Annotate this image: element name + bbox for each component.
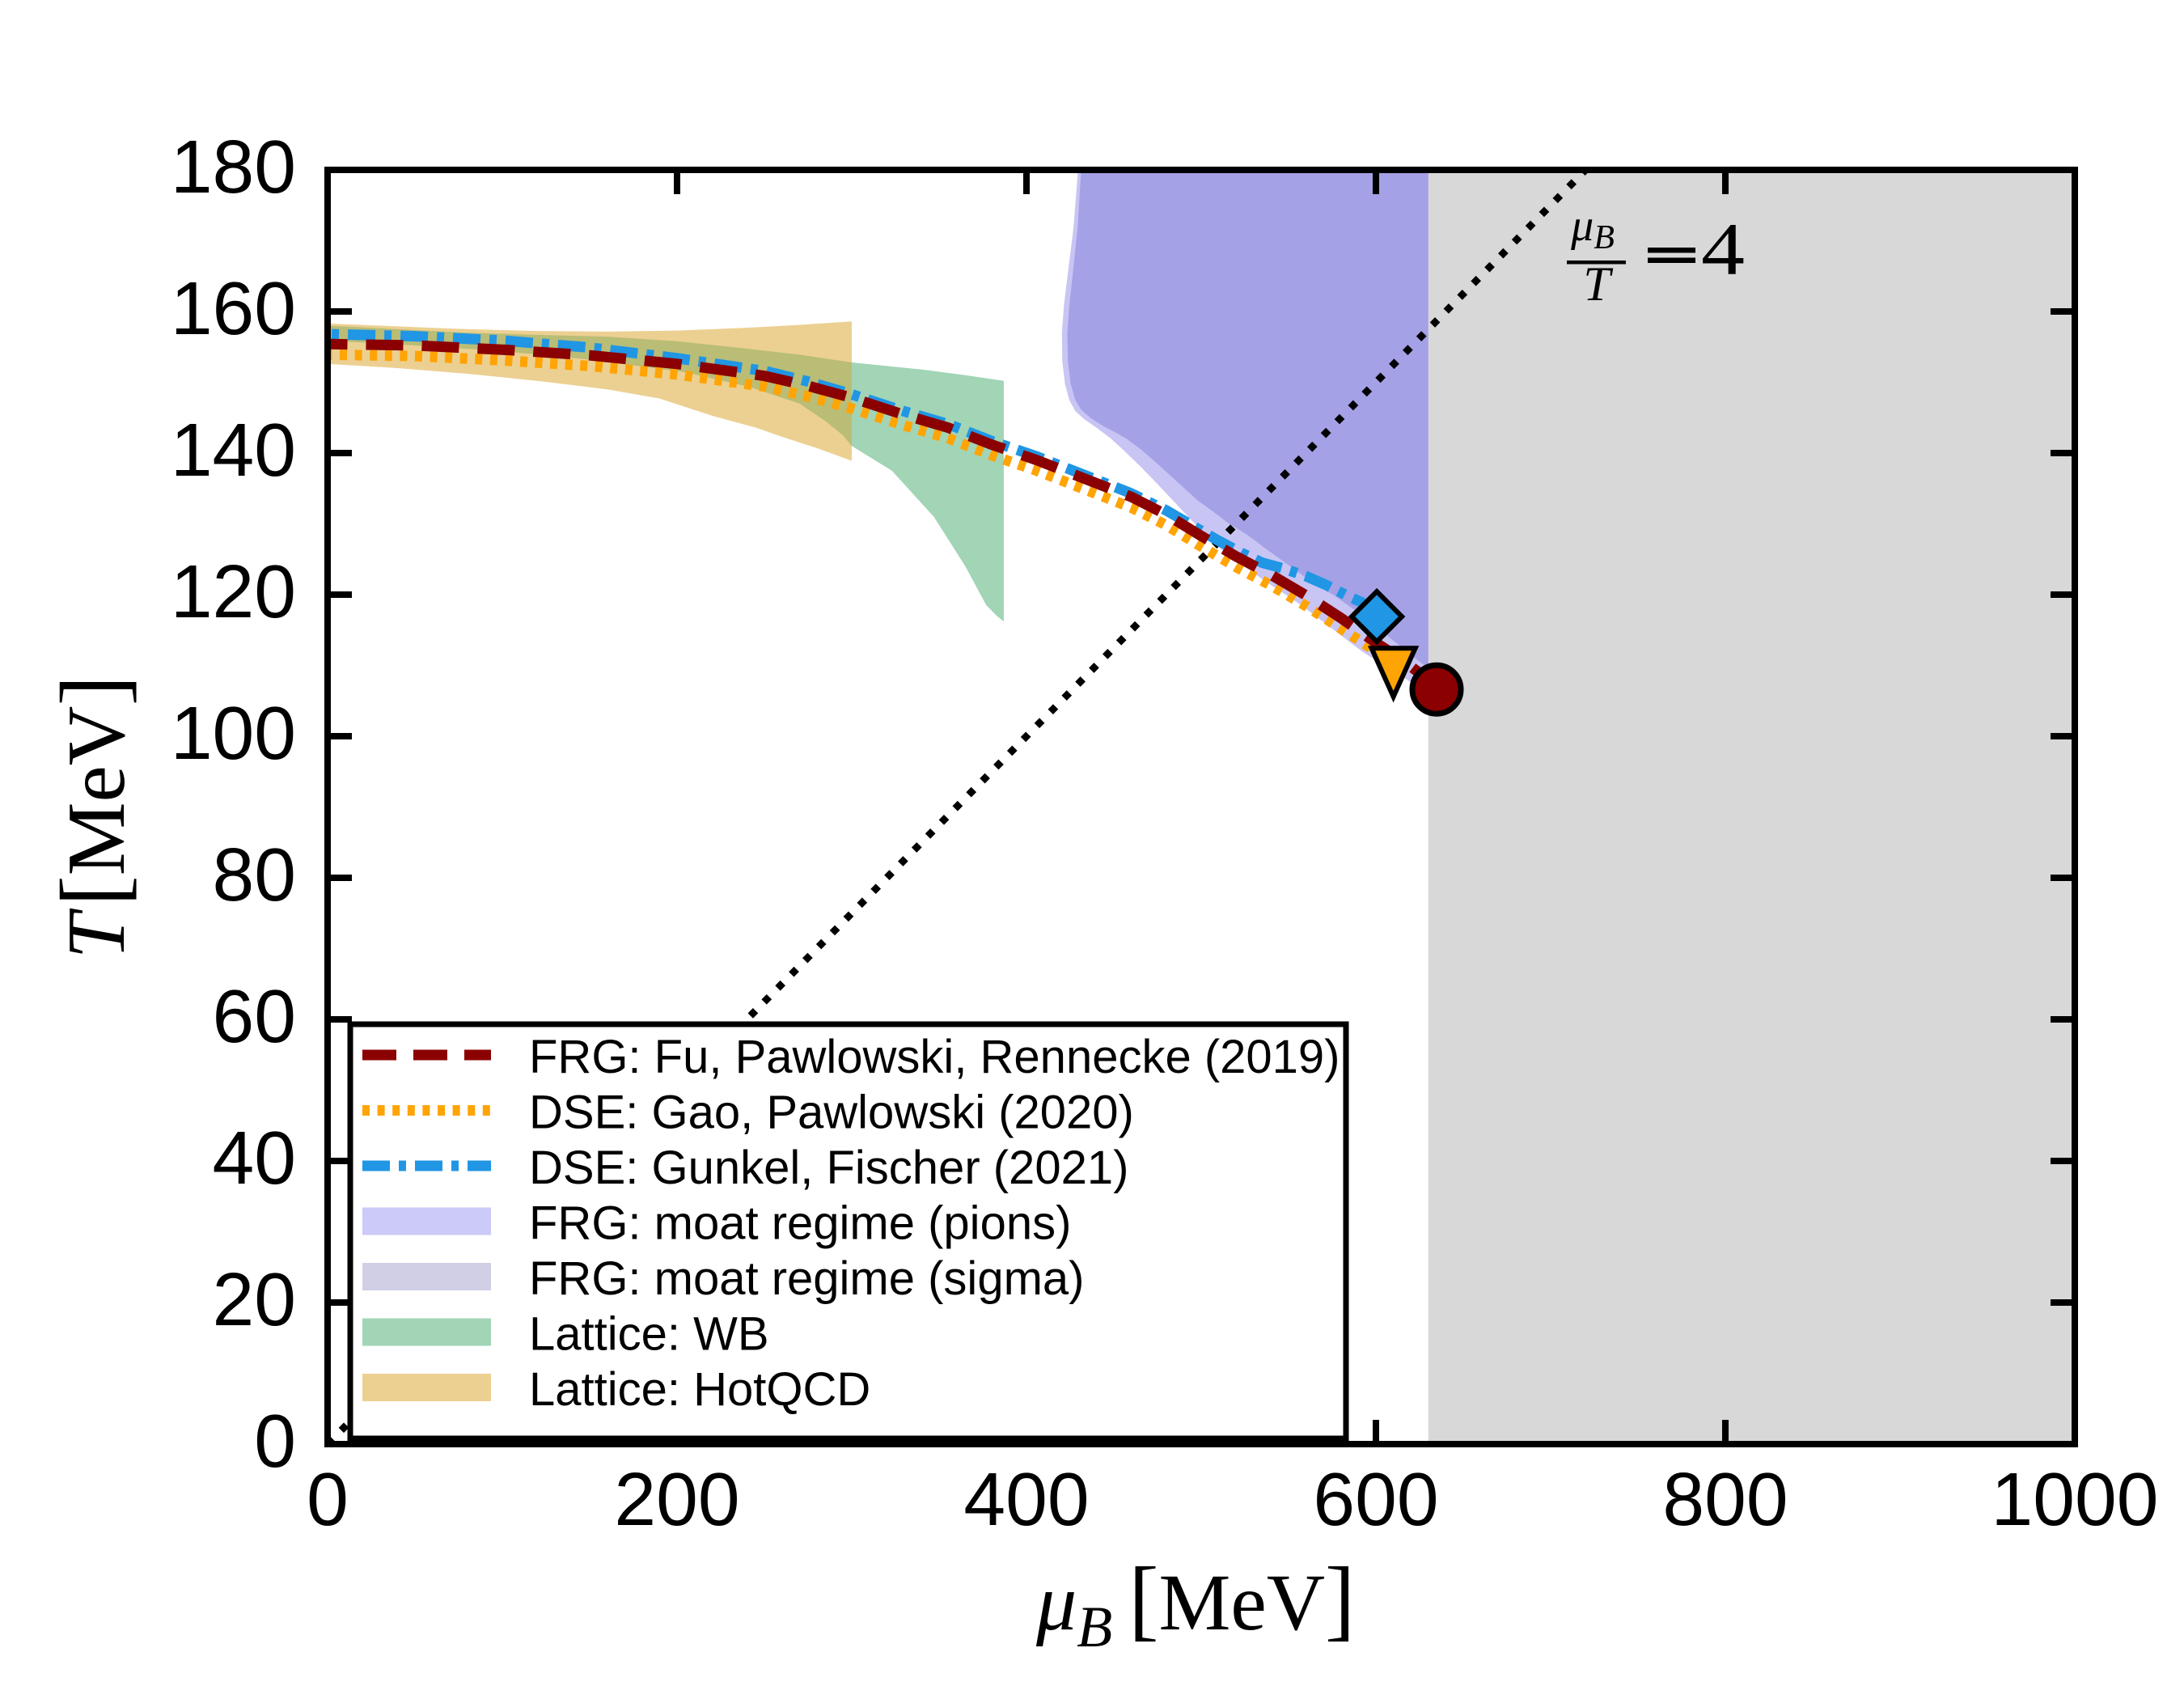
svg-text:T: T xyxy=(1583,257,1613,311)
svg-text:100: 100 xyxy=(171,691,296,775)
svg-text:140: 140 xyxy=(171,408,296,492)
svg-text:60: 60 xyxy=(213,974,296,1058)
svg-text:200: 200 xyxy=(614,1457,739,1541)
svg-text:Lattice: HotQCD: Lattice: HotQCD xyxy=(529,1363,870,1416)
svg-text:40: 40 xyxy=(213,1116,296,1200)
svg-text:800: 800 xyxy=(1662,1457,1788,1541)
svg-text:20: 20 xyxy=(213,1257,296,1341)
svg-text:Lattice: WB: Lattice: WB xyxy=(529,1308,769,1361)
svg-text:DSE: Gunkel, Fischer (2021): DSE: Gunkel, Fischer (2021) xyxy=(529,1142,1128,1194)
svg-text:1000: 1000 xyxy=(1991,1457,2159,1541)
svg-text:FRG: Fu, Pawlowski, Rennecke (: FRG: Fu, Pawlowski, Rennecke (2019) xyxy=(529,1031,1340,1083)
svg-text:FRG: moat regime (pions): FRG: moat regime (pions) xyxy=(529,1197,1071,1250)
svg-text:180: 180 xyxy=(171,125,296,209)
svg-text:0: 0 xyxy=(307,1457,349,1541)
svg-text:80: 80 xyxy=(213,832,296,917)
svg-text:T [MeV]: T [MeV] xyxy=(41,676,144,960)
svg-text:μB [MeV]: μB [MeV] xyxy=(1035,1549,1355,1659)
svg-text:600: 600 xyxy=(1313,1457,1438,1541)
svg-text:400: 400 xyxy=(963,1457,1089,1541)
svg-text:4: 4 xyxy=(1701,208,1745,290)
svg-text:120: 120 xyxy=(171,549,296,633)
svg-text:0: 0 xyxy=(254,1399,296,1483)
svg-text:160: 160 xyxy=(171,266,296,350)
svg-text:FRG: moat regime (sigma): FRG: moat regime (sigma) xyxy=(529,1252,1084,1305)
svg-text:DSE: Gao, Pawlowski (2020): DSE: Gao, Pawlowski (2020) xyxy=(529,1087,1134,1139)
